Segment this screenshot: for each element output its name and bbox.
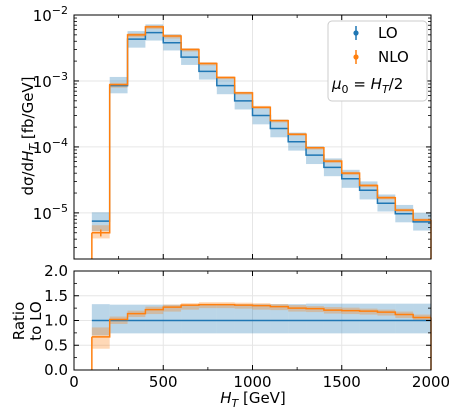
lo-band-bin <box>163 304 182 334</box>
legend-nlo-marker <box>353 50 359 64</box>
y-tick-label: 1.0 <box>44 312 68 330</box>
lo-band-bin <box>270 304 289 334</box>
lo-band-bin <box>234 304 253 334</box>
ratio-ylabel-line1: Ratio <box>10 302 28 341</box>
nlo-band-bin <box>181 303 199 310</box>
x-tick-label: 1500 <box>323 373 361 391</box>
nlo-step-line <box>91 303 431 338</box>
lo-band-bin <box>252 304 271 334</box>
legend-nlo-label: NLO <box>378 48 409 66</box>
legend: LO NLO μ0 = HT/2 <box>327 20 428 102</box>
lo-band-bin <box>413 303 431 334</box>
lo-band-bin <box>306 303 324 334</box>
lo-band-bin <box>216 304 235 334</box>
lo-step-line <box>91 31 431 223</box>
x-tick-label: 1000 <box>233 373 271 391</box>
y-tick-label: 10−5 <box>33 202 68 223</box>
lo-band-bin <box>288 304 307 334</box>
x-tick-label: 500 <box>149 373 178 391</box>
y-tick-label: 10−2 <box>33 4 68 25</box>
lo-band-bin <box>198 304 217 334</box>
legend-point <box>353 54 359 60</box>
legend-lo-marker <box>353 26 359 40</box>
ratio-panel: 0.0 0.5 1.0 1.5 2.0 0 500 1000 1500 2000 <box>44 262 450 391</box>
y-tick-label: 2.0 <box>44 262 68 280</box>
legend-scale-annotation: μ0 = HT/2 <box>331 75 403 96</box>
lo-band-bin <box>377 303 396 334</box>
lo-band-bin <box>323 303 342 334</box>
nlo-step-line <box>91 26 431 234</box>
y-tick-label: 1.5 <box>44 287 68 305</box>
lo-band-bin <box>127 304 146 334</box>
y-tick-label: 10−4 <box>33 136 68 157</box>
x-tick-label: 0 <box>69 373 79 391</box>
legend-frame <box>327 20 428 102</box>
lo-band-bin <box>181 304 199 334</box>
x-tick-label: 2000 <box>412 373 450 391</box>
y-tick-label: 10−3 <box>33 70 68 91</box>
nlo-band-bin <box>91 327 110 349</box>
nlo-band-bin <box>163 304 182 312</box>
lo-band-bin <box>145 304 164 334</box>
legend-point <box>353 30 359 36</box>
lo-band-bin <box>359 303 378 334</box>
lo-band-bin <box>395 303 414 334</box>
legend-lo-label: LO <box>378 24 398 42</box>
ratio-xlabel: HT [GeV] <box>220 389 286 410</box>
ratio-ylabel-line2: to LO <box>27 301 45 340</box>
main-ylabel: dσ/dHT [fb/GeV] <box>19 76 40 195</box>
y-tick-label: 0.0 <box>44 361 68 379</box>
y-tick-label: 0.5 <box>44 336 68 354</box>
